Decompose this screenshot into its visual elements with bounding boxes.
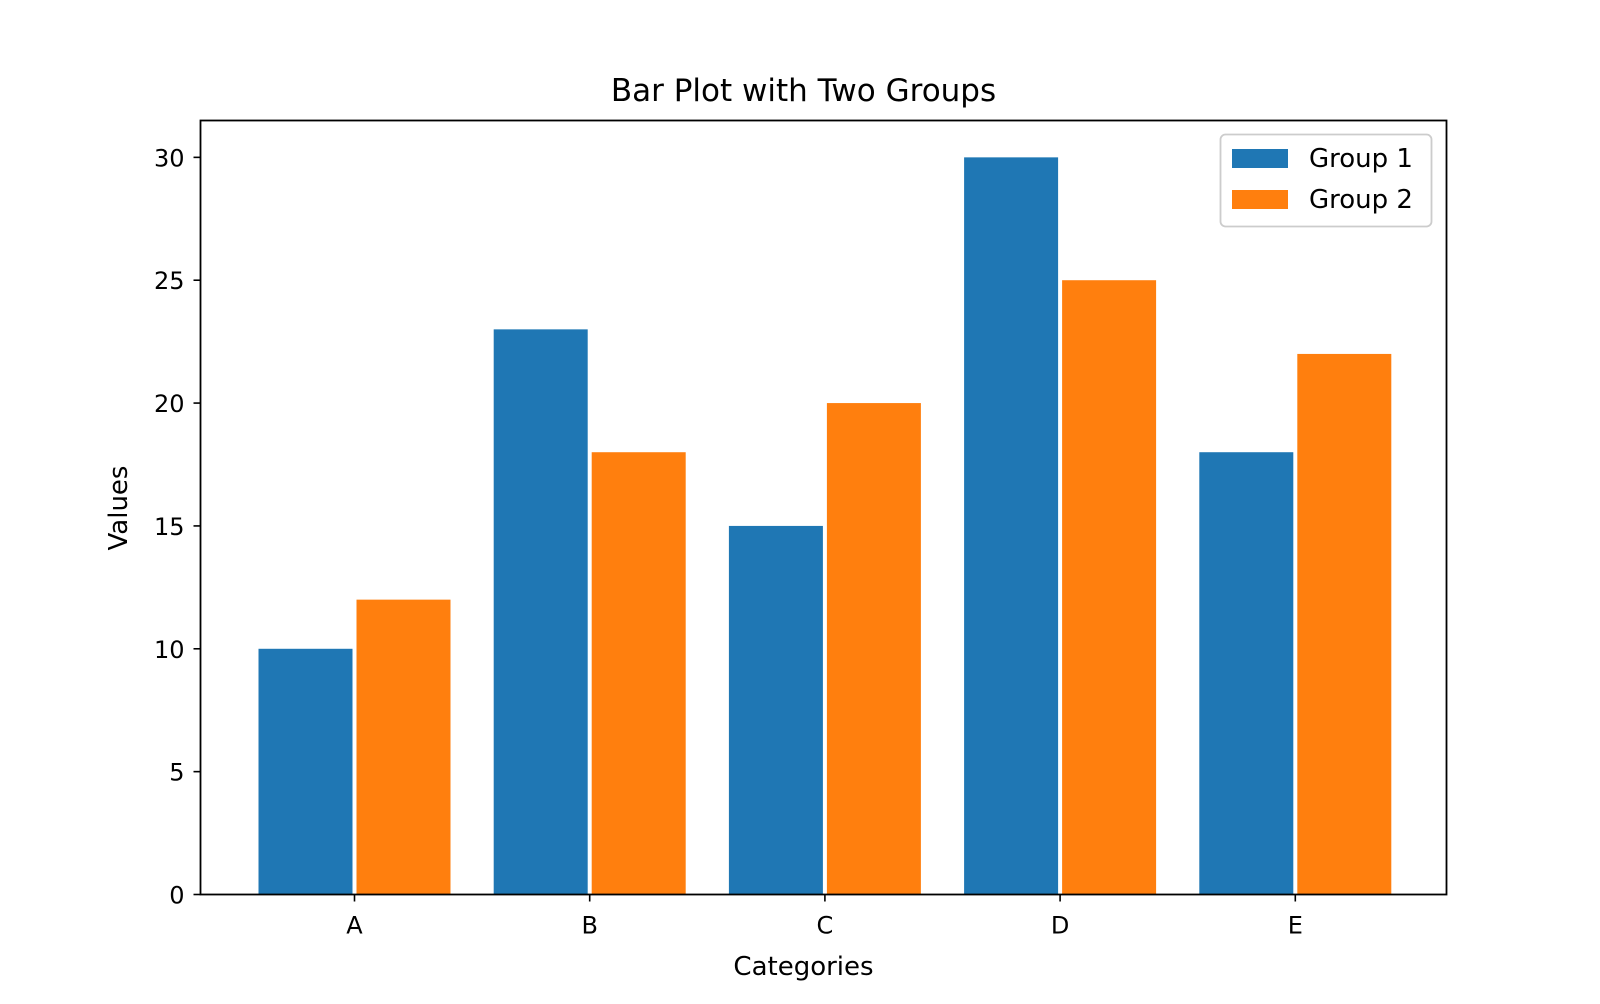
y-axis-label: Values — [104, 466, 134, 551]
chart-title: Bar Plot with Two Groups — [611, 73, 996, 109]
y-tick-label: 25 — [154, 267, 185, 295]
y-tick-label: 5 — [169, 759, 184, 787]
plot-area-frame — [199, 119, 1448, 896]
bar-1-b — [493, 329, 588, 895]
bar-2-e — [1297, 353, 1392, 895]
x-tick-label: D — [1051, 912, 1069, 940]
bars-layer — [258, 157, 1392, 895]
y-tick-label: 0 — [169, 882, 184, 910]
legend-swatch-group-2 — [1232, 190, 1288, 209]
bar-2-c — [826, 403, 921, 895]
y-tick-label: 20 — [154, 390, 185, 418]
bar-2-b — [591, 452, 686, 895]
x-tick-label: C — [817, 912, 834, 940]
bar-1-e — [1199, 452, 1294, 895]
bar-2-a — [356, 599, 451, 895]
legend: Group 1 Group 2 — [1219, 133, 1433, 228]
x-tick-label: B — [581, 912, 597, 940]
x-tick-label: E — [1288, 912, 1303, 940]
legend-label-group-1: Group 1 — [1309, 144, 1413, 174]
legend-label-group-2: Group 2 — [1309, 185, 1413, 215]
bar-1-d — [964, 157, 1059, 895]
y-tick-label: 15 — [154, 513, 185, 541]
x-axis-label: Categories — [733, 952, 873, 982]
ticks-layer: A B C D E 0 5 10 15 20 25 30 — [154, 144, 1303, 939]
bar-2-d — [1062, 280, 1157, 895]
x-tick-label: A — [346, 912, 363, 940]
bar-1-a — [258, 648, 353, 895]
y-tick-label: 30 — [154, 144, 185, 172]
y-tick-label: 10 — [154, 636, 185, 664]
legend-swatch-group-1 — [1232, 149, 1288, 168]
bar-1-c — [728, 525, 823, 895]
